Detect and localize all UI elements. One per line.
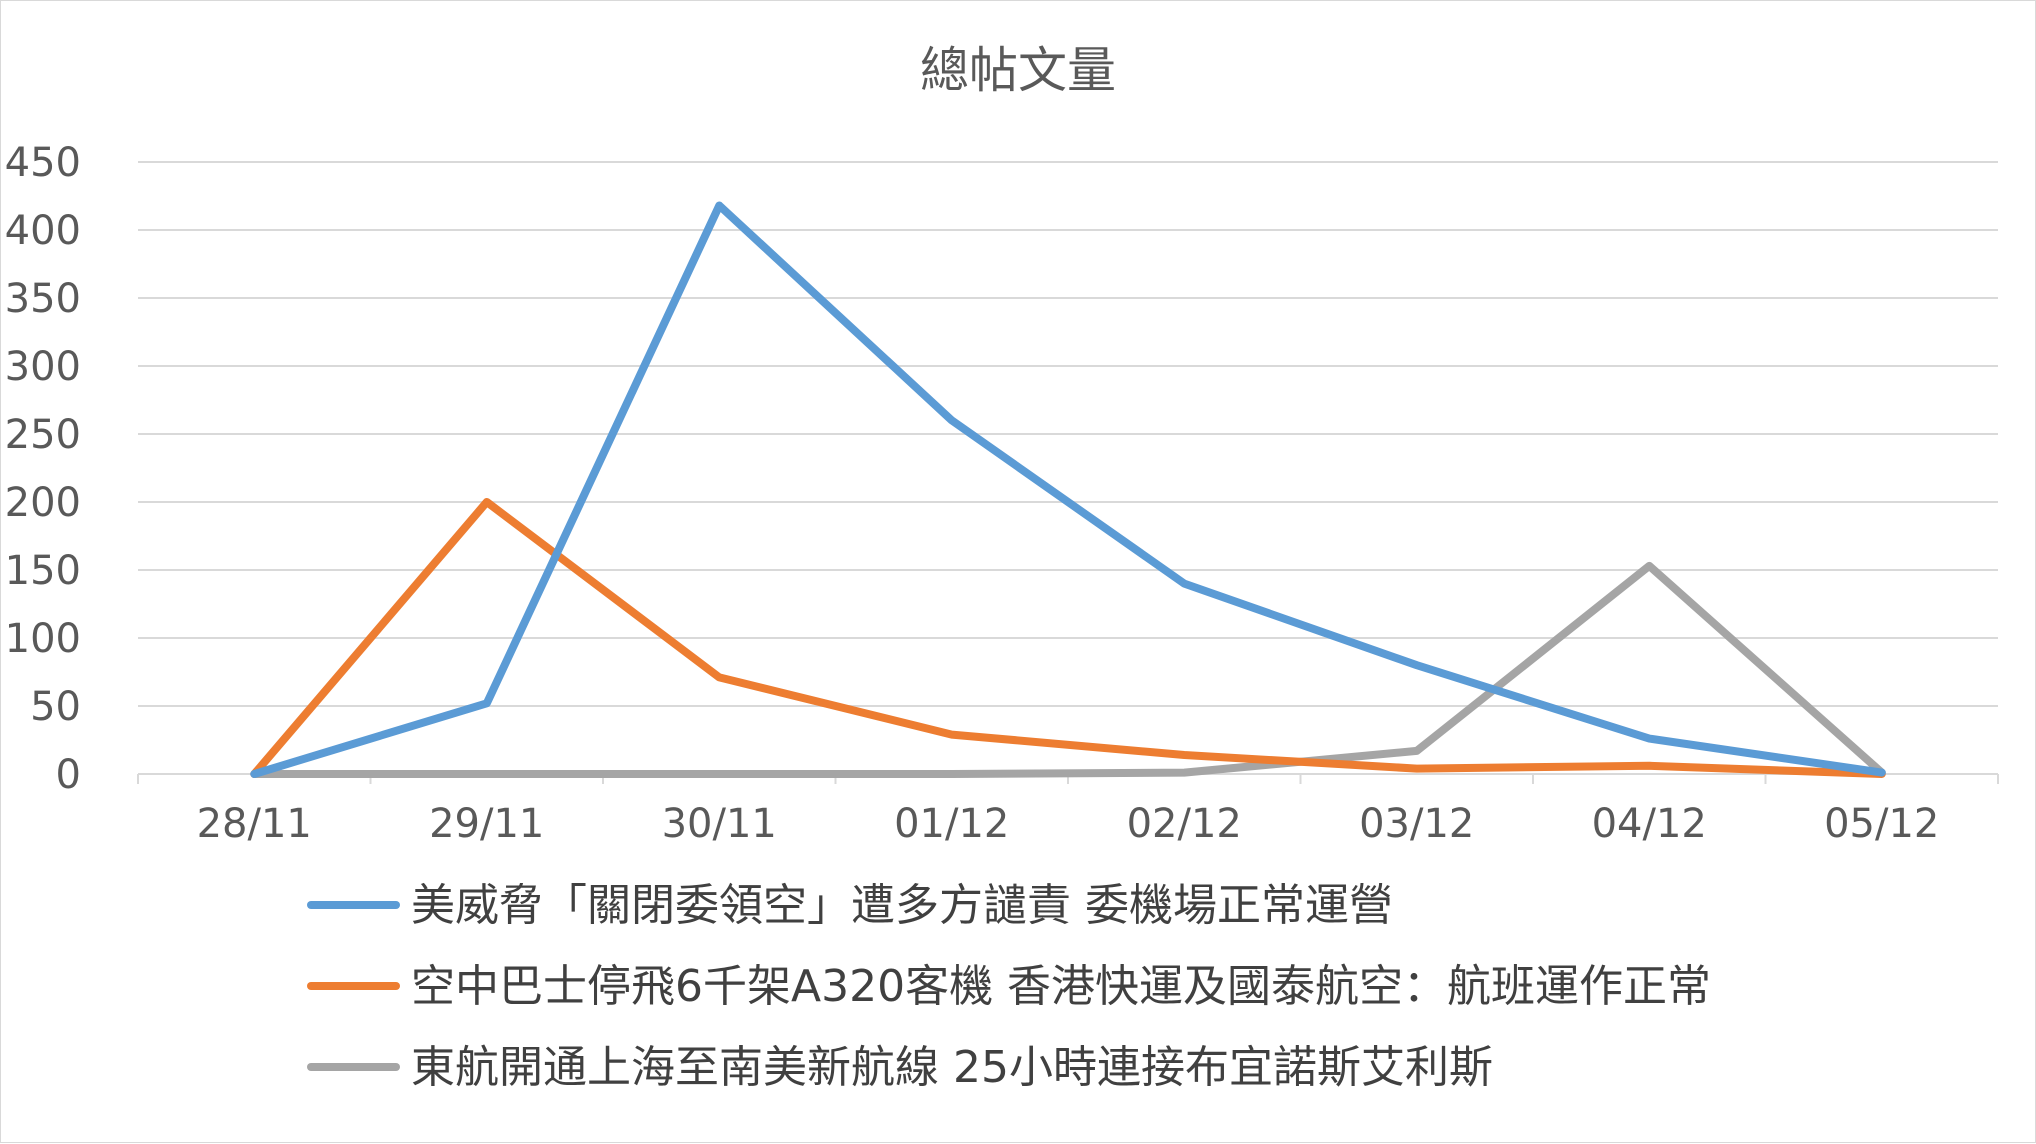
series-lines [250, 201, 1886, 778]
gridlines [138, 161, 1998, 707]
x-tick-label: 28/11 [197, 801, 312, 847]
x-axis: 28/11 29/11 30/11 01/12 02/12 03/12 04/12 05/12 [137, 773, 1999, 847]
x-tick-label: 29/11 [429, 801, 544, 847]
x-tick-label: 03/12 [1359, 801, 1474, 847]
x-tick-label: 02/12 [1127, 801, 1242, 847]
x-tick-label: 30/11 [662, 801, 777, 847]
y-tick-label: 150 [5, 548, 81, 594]
y-tick-label: 250 [5, 412, 81, 458]
x-tick-label: 04/12 [1592, 801, 1707, 847]
y-tick-label: 200 [5, 480, 81, 526]
y-tick-label: 450 [5, 140, 81, 186]
x-tick-label: 01/12 [894, 801, 1009, 847]
legend-label: 空中巴士停飛6千架A320客機 香港快運及國泰航空：航班運作正常 [411, 961, 1711, 1012]
legend-label: 美威脅「關閉委領空」遭多方譴責 委機場正常運營 [411, 880, 1393, 931]
legend-item-3: 東航開通上海至南美新航線 25小時連接布宜諾斯艾利斯 [307, 1042, 1493, 1093]
y-tick-label: 0 [56, 752, 81, 798]
legend-label: 東航開通上海至南美新航線 25小時連接布宜諾斯艾利斯 [411, 1042, 1493, 1093]
y-axis-ticks: 0 50 100 150 200 250 300 350 400 450 [5, 140, 81, 798]
y-tick-label: 100 [5, 616, 81, 662]
x-tick-label: 05/12 [1824, 801, 1939, 847]
series-line-2 [250, 498, 1886, 778]
series-line-3 [250, 561, 1886, 778]
y-tick-label: 300 [5, 344, 81, 390]
y-tick-label: 50 [30, 684, 81, 730]
y-tick-label: 350 [5, 276, 81, 322]
legend-item-2: 空中巴士停飛6千架A320客機 香港快運及國泰航空：航班運作正常 [307, 961, 1711, 1012]
chart-title: 總帖文量 [920, 42, 1116, 99]
series-line-1 [250, 201, 1886, 778]
y-tick-label: 400 [5, 208, 81, 254]
legend-item-1: 美威脅「關閉委領空」遭多方譴責 委機場正常運營 [307, 880, 1393, 931]
